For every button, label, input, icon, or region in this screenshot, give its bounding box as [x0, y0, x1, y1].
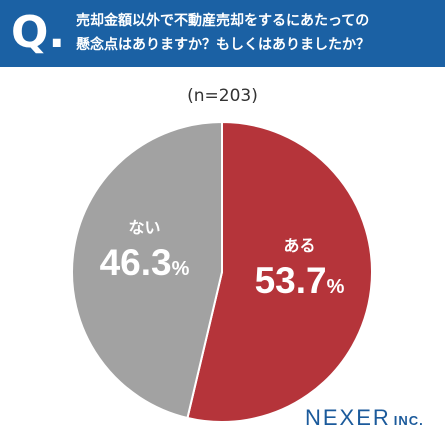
nexer-logo: NEXER INC. [305, 405, 424, 431]
question-mark: Q. [11, 7, 66, 58]
slice-category-label-1: ない [129, 218, 161, 237]
pie-slice-0 [186, 120, 373, 423]
slice-value-label-1: 46.3% [100, 242, 190, 283]
slice-category-label-0: ある [283, 236, 315, 255]
sample-size-label: (n=203) [187, 86, 258, 106]
logo-suffix-text: INC. [393, 413, 424, 428]
logo-main-text: NEXER [305, 405, 391, 430]
question-text: 売却金額以外で不動産売却をするにあたっての 懸念点はありますか？もしくはありまし… [76, 13, 370, 53]
pie-slice-1 [71, 120, 223, 420]
question-header: Q. 売却金額以外で不動産売却をするにあたっての 懸念点はありますか？もしくはあ… [0, 0, 445, 67]
slice-value-label-0: 53.7% [255, 260, 345, 301]
